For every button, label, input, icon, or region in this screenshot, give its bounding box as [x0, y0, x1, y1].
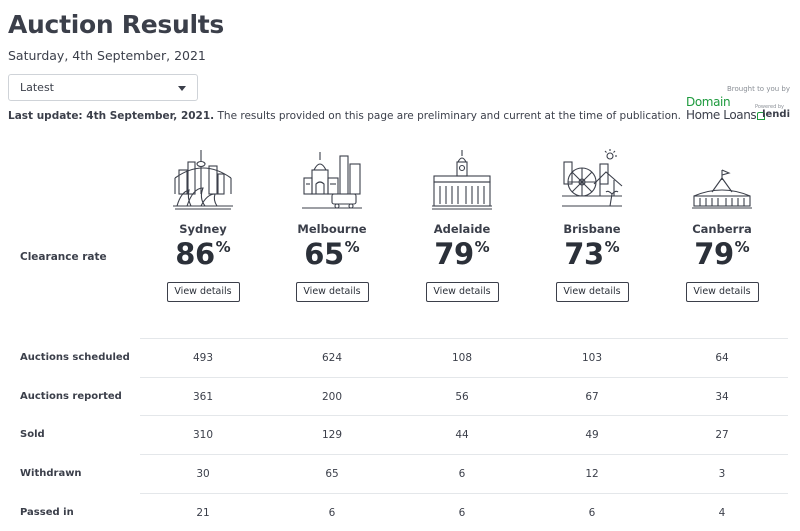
lendi-logo: lendi: [762, 109, 790, 120]
clearance-rate-value: 73%: [564, 237, 620, 271]
table-cell: 310: [192, 429, 214, 442]
city-card-melbourne: Melbourne 65% View details: [267, 148, 397, 302]
chevron-down-icon: [178, 86, 186, 91]
table-cell: 6: [458, 506, 466, 519]
results-date: Saturday, 4th September, 2021: [8, 48, 206, 63]
table-cell: 3: [718, 468, 726, 481]
table-cell: 12: [585, 468, 599, 481]
brisbane-skyline-icon: [562, 149, 623, 207]
clearance-rate-label: Clearance rate: [20, 251, 107, 263]
last-update-note: Last update: 4th September, 2021. The re…: [8, 110, 681, 122]
table-cell: 56: [455, 390, 469, 403]
table-cell: 34: [715, 390, 729, 403]
domain-logo-line2: Home Loans: [686, 108, 757, 122]
city-name: Sydney: [179, 222, 227, 236]
table-cell: 44: [455, 429, 469, 442]
table-cell: 493: [192, 352, 214, 364]
table-cell: 49: [585, 429, 599, 442]
table-cell: 108: [451, 352, 473, 364]
domain-logo-line1: Domain: [686, 95, 731, 109]
table-cell: 64: [715, 352, 729, 364]
table-cell: 65: [325, 468, 339, 481]
view-details-button-brisbane[interactable]: View details: [555, 282, 629, 302]
clearance-rate-value: 65%: [304, 237, 360, 271]
sponsor-logo[interactable]: Brought to you by Domain Home Loans Powe…: [680, 85, 790, 123]
last-update-text: The results provided on this page are pr…: [214, 110, 682, 122]
table-cell: 4: [718, 506, 726, 519]
city-card-sydney: Sydney 86% View details: [138, 148, 268, 302]
row-label: Passed in: [20, 506, 74, 518]
clearance-rate-value: 86%: [175, 237, 231, 271]
adelaide-building-icon: [432, 150, 492, 210]
table-cell: 624: [321, 352, 343, 364]
table-cell: 6: [328, 506, 336, 519]
table-cell: 103: [581, 352, 603, 364]
city-card-canberra: Canberra 79% View details: [657, 148, 787, 302]
sponsor-caption: Brought to you by: [726, 85, 790, 93]
row-label: Sold: [20, 429, 45, 441]
table-cell: 129: [321, 429, 343, 442]
table-cell: 361: [192, 390, 214, 403]
page-title: Auction Results: [8, 10, 224, 39]
table-row: Withdrawn 30 65 6 12 3: [8, 454, 788, 493]
auction-stats-table: Auctions scheduled 493 624 108 103 64 Au…: [8, 338, 788, 531]
table-row: Passed in 21 6 6 6 4: [8, 492, 788, 531]
city-card-adelaide: Adelaide 79% View details: [397, 148, 527, 302]
melbourne-skyline-icon: [302, 152, 362, 209]
last-update-date: Last update: 4th September, 2021.: [8, 110, 215, 122]
clearance-rate-value: 79%: [694, 237, 750, 271]
table-row: Auctions reported 361 200 56 67 34: [8, 376, 788, 416]
view-details-button-canberra[interactable]: View details: [685, 282, 759, 302]
table-row: Sold 310 129 44 49 27: [8, 415, 788, 454]
city-card-brisbane: Brisbane 73% View details: [527, 148, 657, 302]
sydney-skyline-icon: [173, 150, 233, 210]
table-cell: 21: [196, 506, 210, 519]
view-details-button-melbourne[interactable]: View details: [295, 282, 369, 302]
table-row: Auctions scheduled 493 624 108 103 64: [8, 338, 788, 377]
period-select[interactable]: Latest: [8, 74, 198, 101]
canberra-parliament-icon: [692, 169, 752, 209]
period-select-value: Latest: [20, 81, 54, 94]
city-name: Brisbane: [563, 222, 621, 236]
city-name: Adelaide: [433, 222, 491, 236]
city-name: Melbourne: [297, 222, 367, 236]
view-details-button-sydney[interactable]: View details: [166, 282, 240, 302]
table-cell: 27: [715, 429, 729, 442]
lendi-house-icon: [757, 112, 765, 120]
table-cell: 200: [321, 390, 343, 403]
row-label: Withdrawn: [20, 468, 82, 480]
city-name: Canberra: [692, 222, 752, 236]
table-cell: 30: [196, 468, 210, 481]
table-cell: 67: [585, 390, 599, 403]
table-cell: 6: [458, 468, 466, 481]
view-details-button-adelaide[interactable]: View details: [425, 282, 499, 302]
powered-by-caption: Powered by: [755, 104, 784, 110]
clearance-rate-value: 79%: [434, 237, 490, 271]
row-label: Auctions scheduled: [20, 352, 130, 363]
row-label: Auctions reported: [20, 390, 122, 402]
table-cell: 6: [588, 506, 596, 519]
